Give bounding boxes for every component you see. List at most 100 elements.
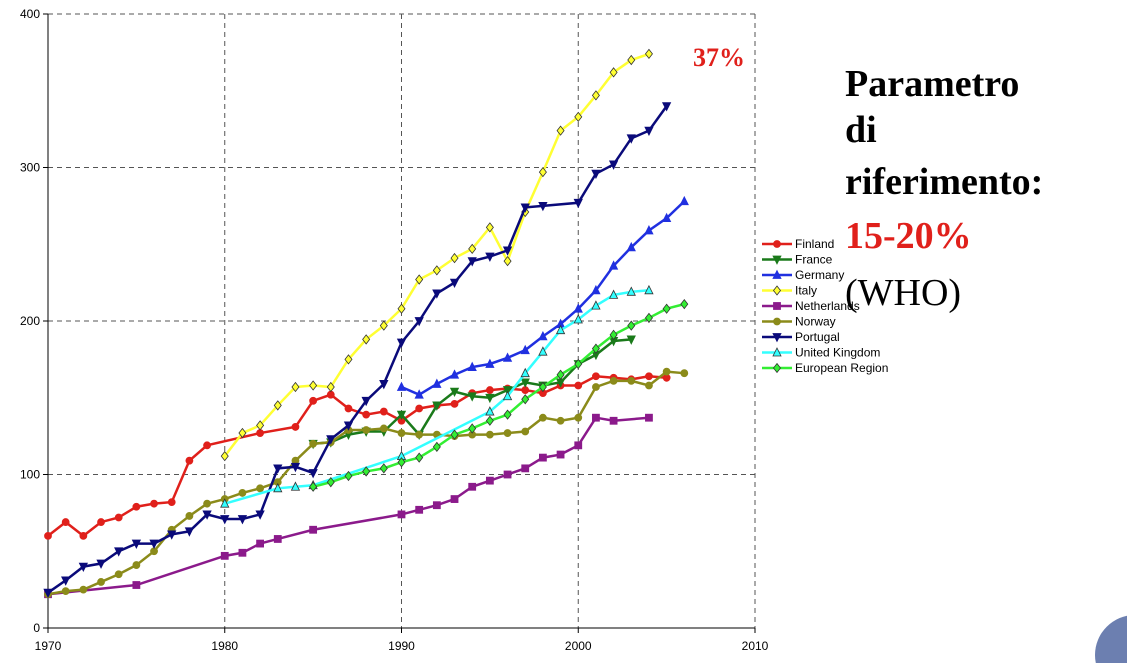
marker — [131, 539, 142, 549]
marker — [772, 362, 782, 374]
marker — [379, 424, 388, 433]
marker — [149, 539, 159, 549]
marker — [362, 410, 371, 419]
marker — [326, 477, 335, 488]
series — [396, 195, 689, 399]
marker — [61, 576, 71, 586]
marker — [238, 548, 247, 557]
marker — [521, 427, 530, 436]
marker — [573, 198, 583, 209]
marker — [414, 317, 424, 327]
marker — [362, 426, 371, 434]
legend-label: Italy — [795, 284, 817, 298]
line — [312, 302, 685, 488]
marker — [273, 400, 282, 411]
marker — [132, 502, 141, 511]
marker — [772, 347, 782, 357]
marker — [592, 413, 600, 422]
marker — [502, 246, 513, 256]
marker — [61, 518, 70, 526]
marker — [772, 269, 782, 279]
marker — [256, 539, 265, 548]
marker — [185, 512, 194, 520]
marker — [326, 390, 335, 399]
marker — [450, 252, 459, 264]
marker — [627, 376, 636, 385]
marker — [432, 265, 441, 276]
marker — [343, 421, 354, 431]
marker — [680, 298, 689, 310]
marker — [450, 399, 459, 408]
line — [223, 52, 650, 457]
marker — [626, 241, 636, 252]
marker — [397, 457, 406, 468]
marker — [626, 134, 636, 144]
marker — [662, 367, 671, 376]
marker — [644, 312, 653, 324]
marker — [662, 303, 671, 314]
legend-label: France — [795, 253, 833, 267]
marker — [202, 510, 212, 520]
marker — [397, 303, 406, 314]
marker — [591, 169, 601, 180]
marker — [627, 320, 636, 331]
marker — [203, 499, 211, 508]
marker — [503, 409, 512, 420]
marker — [220, 551, 229, 560]
marker — [432, 501, 441, 510]
marker — [449, 369, 460, 379]
marker — [485, 358, 495, 368]
marker — [627, 54, 636, 66]
grid: 1970 1980 1990 2000 2010 0 100 200 300 400 — [20, 7, 769, 653]
annotation: (WHO) — [845, 272, 961, 314]
marker — [468, 243, 477, 255]
x-tick-label: 2010 — [742, 639, 769, 653]
marker — [644, 48, 653, 60]
marker — [238, 427, 247, 439]
legend-label: Netherlands — [795, 299, 860, 313]
marker — [539, 413, 547, 422]
marker — [608, 160, 619, 170]
marker — [415, 274, 424, 285]
legend-label: Norway — [795, 315, 836, 329]
marker — [538, 201, 548, 212]
marker — [44, 532, 52, 540]
marker — [521, 394, 530, 405]
marker — [273, 535, 282, 543]
marker — [661, 102, 672, 112]
x-tick-label: 1970 — [35, 639, 62, 653]
marker — [680, 369, 689, 378]
y-tick-label: 300 — [20, 161, 40, 175]
marker — [361, 396, 371, 407]
marker — [43, 588, 53, 599]
marker — [379, 320, 388, 331]
marker — [520, 367, 530, 378]
marker — [485, 393, 495, 404]
series — [309, 298, 689, 492]
marker — [645, 372, 653, 381]
marker — [415, 505, 424, 514]
marker — [396, 410, 407, 421]
marker — [415, 452, 424, 463]
marker — [644, 225, 654, 235]
marker — [273, 482, 283, 493]
marker — [574, 381, 583, 390]
marker — [645, 381, 653, 390]
marker — [485, 252, 495, 262]
marker — [203, 441, 211, 450]
marker — [538, 381, 547, 393]
marker — [379, 463, 388, 474]
marker — [574, 441, 583, 450]
marker — [538, 346, 548, 356]
line — [224, 289, 650, 505]
marker — [97, 518, 105, 526]
legend-label: Portugal — [795, 330, 840, 344]
marker — [97, 578, 105, 586]
marker — [503, 255, 512, 267]
marker — [626, 286, 636, 296]
marker — [184, 527, 195, 537]
x-tick-label: 1980 — [211, 639, 238, 653]
marker — [609, 67, 618, 78]
